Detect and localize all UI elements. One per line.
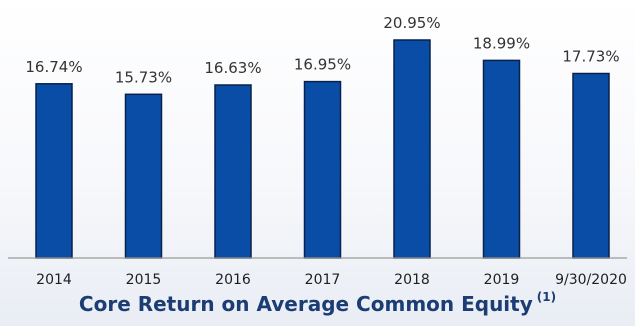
data-labels-group: 16.74% 15.73% 16.63% 16.95% 20.95% 18.99% 17.7… bbox=[25, 14, 619, 86]
data-label-2018: 20.95% bbox=[383, 14, 440, 32]
x-tick-label-2016: 2016 bbox=[215, 272, 251, 288]
x-tick-label-2017: 2017 bbox=[305, 272, 341, 288]
x-tick-label-2019: 2019 bbox=[484, 272, 520, 288]
x-tick-label-2015: 2015 bbox=[126, 272, 162, 288]
bar-2016 bbox=[214, 84, 252, 259]
chart-title-text: Core Return on Average Common Equity bbox=[78, 292, 533, 316]
data-label-9-30-2020: 17.73% bbox=[562, 48, 619, 66]
bar-2017 bbox=[303, 80, 342, 259]
data-label-2014: 16.74% bbox=[25, 58, 82, 76]
x-tick-label-9-30-2020: 9/30/2020 bbox=[555, 272, 627, 288]
data-label-2017: 16.95% bbox=[294, 56, 351, 74]
x-tick-label-2014: 2014 bbox=[36, 272, 72, 288]
chart-title: Core Return on Average Common Equity (1) bbox=[0, 290, 635, 316]
x-tick-labels-group: 2014 2015 2016 2017 2018 2019 9/30/2020 bbox=[36, 272, 627, 288]
data-label-2016: 16.63% bbox=[204, 59, 261, 77]
bar-2014 bbox=[35, 83, 73, 259]
bar-2015 bbox=[124, 93, 163, 259]
data-label-2019: 18.99% bbox=[473, 34, 530, 52]
chart-title-footnote: (1) bbox=[536, 290, 557, 305]
bars-group bbox=[35, 39, 610, 259]
data-label-2015: 15.73% bbox=[115, 68, 172, 86]
bar-chart: 16.74% 15.73% 16.63% 16.95% 20.95% 18.99% 17.7… bbox=[8, 14, 627, 288]
bar-2018 bbox=[393, 39, 431, 259]
bar-9-30-2020 bbox=[572, 72, 610, 259]
bar-2019 bbox=[482, 59, 521, 259]
x-tick-label-2018: 2018 bbox=[394, 272, 430, 288]
